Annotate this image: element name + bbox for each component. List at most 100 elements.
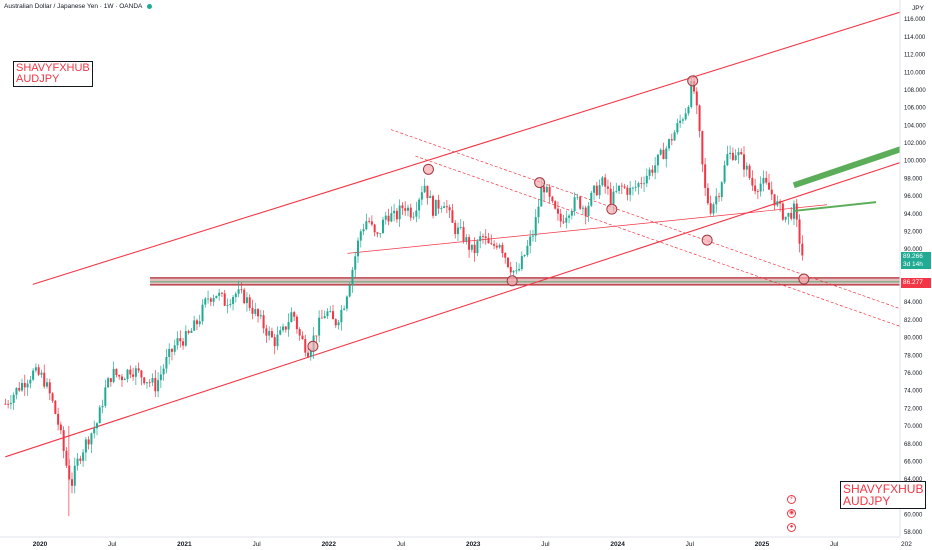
candle-body [104,387,107,406]
candle-body [559,213,562,222]
y-tick-label: 82.000 [904,318,923,324]
candle-body [401,205,404,209]
candle-body [351,269,354,286]
last-price-value: 89.266 [903,253,923,260]
candle-body [315,335,318,337]
candle-body [637,183,640,188]
candle-body [579,196,582,209]
y-tick-label: 80.000 [904,336,923,342]
candle-body [143,377,146,384]
candle-body [526,245,529,256]
candle-body [767,182,770,190]
candle-body [545,186,548,193]
x-tick-label: 2025 [755,541,770,548]
candle-body [179,338,182,342]
candle-body [529,236,532,246]
candle-body [234,293,237,298]
candle-body [659,149,662,155]
candle-body [476,241,479,254]
y-tick-label: 68.000 [904,442,923,448]
y-tick-label: 78.000 [904,353,923,359]
candle-body [573,197,576,212]
x-tick-label: 2023 [466,541,481,548]
y-tick-label: 108.000 [904,88,926,94]
y-tick-label: 70.000 [904,424,923,430]
candle-body [395,210,398,220]
candle-body [504,253,507,258]
candle-body [307,352,310,357]
candle-body [198,321,201,325]
target-icon[interactable]: ● [787,523,796,532]
candle-body [781,203,784,220]
candle-body [368,221,371,223]
candle-body [454,222,457,235]
y-tick-label: 104.000 [904,123,926,129]
candle-body [531,235,534,237]
candle-body [340,309,343,323]
candle-body [459,227,462,228]
candle-body [423,185,426,193]
candle-body [609,188,612,204]
support-level-value: 86.277 [903,279,923,286]
candle-body [740,152,743,155]
candle-body [48,382,51,394]
y-tick-label: 58.000 [904,530,923,536]
candle-body [718,196,721,198]
candle-body [168,348,171,357]
candle-body [226,304,229,306]
candle-body [115,368,118,376]
candle-body [326,311,329,317]
x-tick-label: 2022 [322,541,337,548]
candle-body [376,232,379,234]
candle-body [320,317,323,319]
candle-body [662,149,665,160]
x-tick-label: 2020 [33,541,48,548]
candle-body [784,216,787,220]
candle-body [481,236,484,238]
candle-body [698,105,701,132]
projection-thin [793,201,877,212]
candle-body [165,356,168,369]
pivot-circle [687,75,699,87]
candle-body [748,165,751,178]
candle-body [443,206,446,209]
candle-body [509,266,512,273]
candle-body [290,312,293,323]
candle-body [568,215,571,218]
candle-body [551,196,554,202]
candle-body [598,185,601,196]
candle-body [309,350,312,357]
candle-body [32,370,35,380]
channel-lower [5,159,907,458]
candle-body [148,382,151,384]
candle-body [543,186,546,193]
candle-body [251,307,254,314]
sphere-icon[interactable]: ◉ [787,509,796,518]
candle-body [593,185,596,193]
lightning-icon[interactable]: ⚡ [787,495,796,504]
candle-body [643,183,646,185]
candle-body [390,213,393,222]
candle-body [765,177,768,183]
pivot-circle [506,275,518,287]
candle-body [612,191,615,204]
candle-body [418,199,421,211]
candle-body [548,186,551,197]
candle-body [556,208,559,214]
candle-body [715,196,718,205]
candle-body [779,201,782,204]
candle-body [262,315,265,329]
candle-body [248,297,251,308]
x-tick-label: 2021 [177,541,192,548]
candle-body [706,187,709,204]
projection-thick [792,144,908,189]
candle-body [301,335,304,340]
candle-body [318,317,321,336]
candle-body [379,233,382,235]
candle-body [118,375,121,377]
candle-body [190,330,193,333]
x-tick-label: 202 [901,541,912,548]
candle-body [387,215,390,222]
candle-body [723,165,726,183]
